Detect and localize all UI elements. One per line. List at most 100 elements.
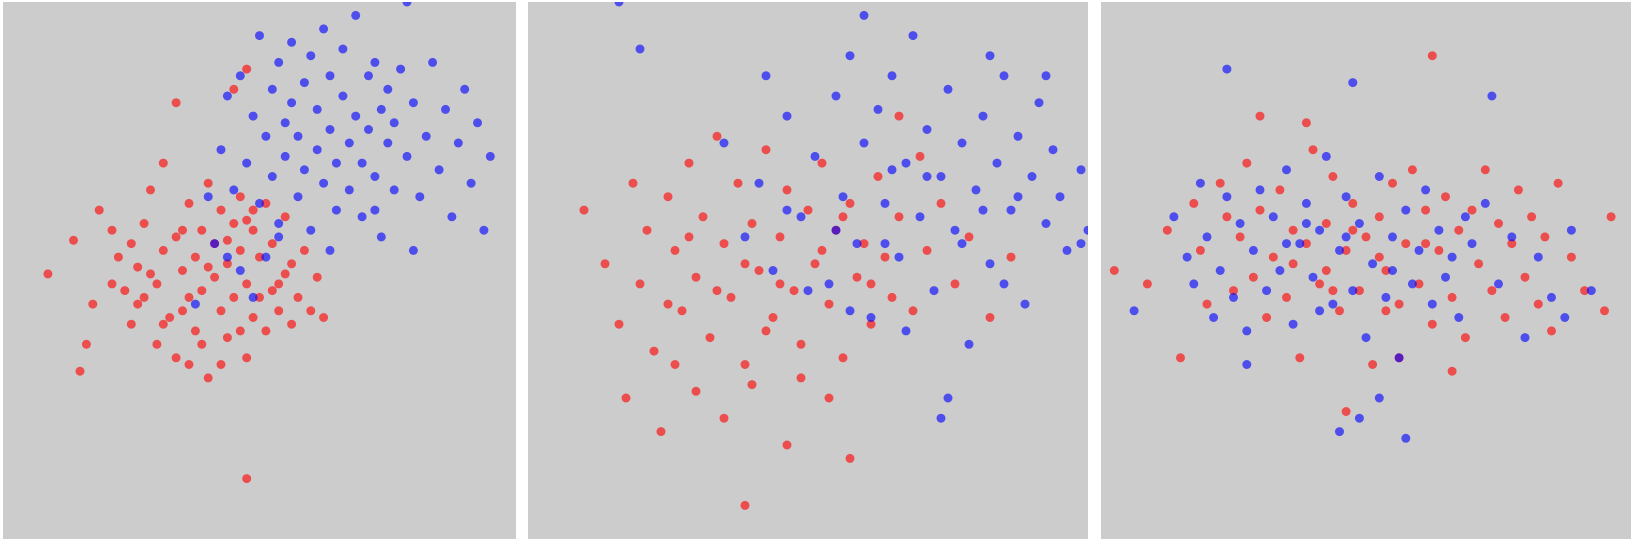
scatter-point-s0-56 [845,453,855,463]
scatter-point-s0-64 [866,279,876,289]
scatter-point-s0-21 [171,353,181,363]
scatter-point-s1-30 [1368,259,1378,269]
scatter-point-s0-66 [197,339,207,349]
scatter-point-s0-57 [1547,326,1556,336]
scatter-point-s1-40 [1434,225,1444,235]
scatter-point-s1-58 [1354,413,1364,423]
scatter-point-s0-5 [642,225,652,235]
scatter-point-s1-54 [901,326,911,336]
scatter-point-s1-52 [408,98,418,108]
scatter-point-s1-65 [203,192,213,202]
scatter-point-s0-63 [817,245,827,255]
scatter-point-s0-62 [775,279,785,289]
scatter-point-s0-26 [796,339,806,349]
scatter-point-s0-39 [235,192,245,202]
scatter-point-s0-23 [775,232,785,242]
scatter-point-s1-4 [1195,178,1205,188]
scatter-point-s0-35 [1401,239,1411,249]
scatter-point-s0-29 [1361,232,1371,242]
scatter-point-s0-62 [229,84,239,94]
scatter-point-s1-26 [1341,192,1351,202]
scatter-point-s0-27 [197,225,207,235]
scatter-point-s0-18 [1288,225,1298,235]
scatter-point-s1-45 [1480,198,1490,208]
scatter-point-s1-5 [1202,232,1212,242]
scatter-point-s1-16 [1275,266,1285,275]
scatter-point-s0-54 [287,319,297,329]
scatter-point-s0-24 [1328,172,1338,181]
scatter-point-s1-37 [357,158,367,168]
scatter-point-s0-49 [267,239,277,249]
scatter-point-s1-22 [915,212,925,222]
scatter-point-s0-1 [600,259,610,269]
scatter-point-s1-14 [859,138,869,148]
scatter-point-s0-46 [1474,259,1484,269]
scatter-point-s0-23 [1321,219,1331,228]
scatter-point-s0-56 [299,245,309,255]
scatter-point-s0-40 [235,245,245,255]
scatter-point-s0-9 [677,306,687,316]
scatter-point-s0-42 [1447,292,1457,302]
scatter-panel-1 [3,2,516,539]
scatter-point-s1-33 [344,138,354,148]
scatter-point-s0-14 [1262,313,1272,322]
scatter-point-s1-12 [845,51,855,61]
scatter-point-s0-1 [1142,279,1152,289]
scatter-point-s0-7 [113,252,123,262]
scatter-point-s1-47 [1507,232,1517,242]
scatter-point-s0-48 [261,326,271,336]
scatter-point-s0-38 [229,292,239,302]
scatter-point-s0-72 [1328,286,1338,296]
scatter-point-s0-74 [1288,259,1298,269]
scatter-point-s1-53 [415,192,425,202]
scatter-point-s0-45 [964,232,974,242]
scatter-point-s1-30 [971,185,981,195]
scatter-point-s0-55 [740,500,750,510]
scatter-point-s1-17 [880,198,890,208]
scatter-point-s1-76 [325,245,335,255]
scatter-point-s1-38 [1027,172,1037,181]
scatter-point-s0-61 [1600,306,1609,316]
scatter-point-s1-56 [1401,433,1411,443]
scatter-point-s1-10 [1235,219,1245,228]
scatter-point-s0-55 [1533,299,1543,309]
scatter-point-s0-36 [866,319,876,329]
scatter-point-s1-65 [782,205,792,215]
scatter-point-s0-37 [873,172,883,181]
scatter-point-s0-25 [190,252,200,262]
scatter-point-s0-12 [139,292,149,302]
scatter-point-s0-14 [146,185,155,195]
scatter-point-s0-36 [222,333,232,343]
scatter-point-s1-20 [299,165,309,175]
scatter-point-s0-69 [267,286,277,296]
scatter-point-s0-17 [1282,292,1291,302]
scatter-point-s1-34 [1394,353,1404,363]
scatter-point-s0-2 [1162,225,1172,235]
scatter-point-s1-28 [325,71,335,81]
scatter-point-s1-60 [460,84,470,94]
scatter-point-s1-22 [1315,225,1325,235]
scatter-point-s0-20 [1301,239,1311,249]
scatter-point-s1-18 [1288,319,1298,329]
scatter-point-s1-24 [312,145,322,155]
scatter-point-s0-18 [158,158,168,168]
scatter-point-s0-48 [1487,286,1497,296]
scatter-point-s0-34 [1394,299,1404,309]
scatter-point-s1-40 [364,125,373,134]
scatter-point-s1-54 [421,131,431,141]
scatter-point-s1-7 [1215,266,1225,275]
scatter-point-s1-32 [1381,292,1391,302]
scatter-point-s0-13 [139,219,149,228]
scatter-point-s1-4 [242,158,252,168]
scatter-point-s1-58 [447,212,457,222]
scatter-point-s0-39 [887,292,897,302]
scatter-point-s0-42 [242,353,252,363]
scatter-point-s1-61 [957,239,967,249]
scatter-point-s0-60 [242,474,252,484]
scatter-point-s0-25 [1335,306,1344,316]
scatter-point-s0-66 [761,326,771,336]
scatter-point-s0-46 [985,313,995,322]
scatter-point-s1-25 [319,24,329,34]
scatter-point-s0-7 [663,192,673,202]
scatter-point-s0-49 [656,427,666,437]
